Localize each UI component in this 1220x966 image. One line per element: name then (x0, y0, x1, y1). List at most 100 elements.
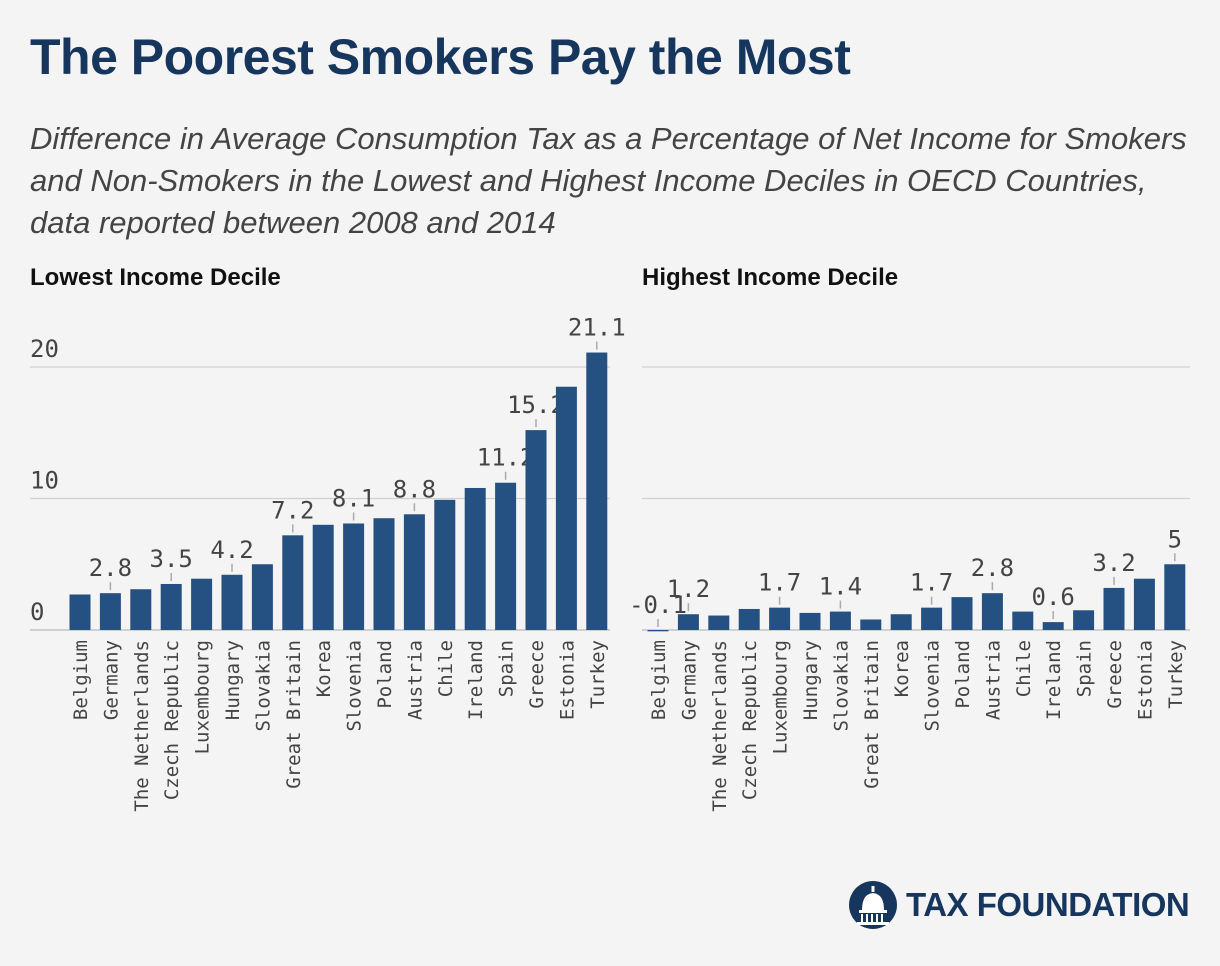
highest-bar (981, 593, 1003, 630)
lowest-category-label: Slovenia (344, 640, 366, 732)
lowest-bar (434, 499, 456, 630)
lowest-bar (555, 386, 577, 630)
highest-category-label: Great Britain (861, 640, 883, 789)
lowest-bar (251, 564, 273, 630)
capitol-dome-icon (849, 881, 897, 929)
lowest-category-label: Greece (526, 640, 548, 709)
highest-category-label: Poland (952, 640, 974, 709)
highest-bar (799, 612, 821, 630)
lowest-category-label: Luxembourg (192, 640, 214, 754)
lowest-bar (373, 518, 395, 630)
highest-bar (647, 630, 669, 632)
highest-category-label: Austria (982, 640, 1004, 720)
lowest-category-label: Ireland (465, 640, 487, 720)
lowest-bar (343, 523, 365, 630)
chart-title: The Poorest Smokers Pay the Most (30, 29, 851, 85)
lowest-category-label: Hungary (222, 640, 244, 720)
lowest-bar (130, 589, 152, 630)
highest-data-label: 1.4 (819, 573, 862, 601)
brand-name: TAX FOUNDATION (906, 886, 1190, 923)
lowest-bar (69, 594, 91, 630)
lowest-category-label: Spain (496, 640, 518, 697)
lowest-data-label: 2.8 (89, 554, 132, 582)
lowest-category-label: Turkey (587, 640, 609, 709)
highest-category-label: Luxembourg (770, 640, 792, 754)
lowest-category-label: Belgium (70, 640, 92, 720)
highest-category-label: Chile (1013, 640, 1035, 697)
highest-bar (829, 611, 851, 630)
lowest-bar (99, 593, 121, 630)
highest-category-label: Korea (891, 640, 913, 697)
lowest-data-label: 8.1 (332, 484, 375, 512)
highest-bar (951, 597, 973, 630)
lowest-data-label: 21.1 (568, 314, 626, 342)
tax-foundation-logo: TAX FOUNDATION (848, 880, 1190, 930)
lowest-bar (495, 482, 517, 630)
panel-title-lowest: Lowest Income Decile (30, 264, 281, 291)
lowest-y-tick-label: 0 (30, 598, 44, 626)
highest-bar (738, 608, 760, 630)
panel-title-highest: Highest Income Decile (642, 264, 899, 291)
lowest-category-label: Slovakia (252, 640, 274, 732)
lowest-category-label: Poland (374, 640, 396, 709)
highest-data-label: 0.6 (1032, 583, 1075, 611)
highest-bar (677, 614, 699, 630)
highest-category-label: Spain (1074, 640, 1096, 697)
highest-bar (921, 607, 943, 630)
highest-data-label: 1.7 (910, 569, 953, 597)
highest-data-label: 1.2 (667, 575, 710, 603)
lowest-bar (160, 583, 182, 630)
lowest-category-label: Czech Republic (161, 640, 183, 800)
highest-category-label: Turkey (1165, 640, 1187, 709)
highest-bar (1164, 564, 1186, 630)
chart-subtitle: Difference in Average Consumption Tax as… (30, 121, 1187, 240)
lowest-bar (312, 524, 334, 630)
highest-data-label: -0.1 (629, 591, 687, 619)
highest-bar (1012, 611, 1034, 630)
highest-bar (1042, 622, 1064, 630)
highest-category-label: The Netherlands (709, 640, 731, 812)
lowest-category-label: Korea (313, 640, 335, 697)
lowest-bar (586, 352, 608, 630)
highest-bar (890, 614, 912, 630)
highest-data-label: 3.2 (1092, 549, 1135, 577)
lowest-data-label: 3.5 (150, 545, 193, 573)
highest-data-label: 1.7 (758, 569, 801, 597)
lowest-data-label: 15.2 (507, 391, 565, 419)
lowest-category-label: Germany (100, 640, 122, 720)
highest-category-label: Germany (678, 640, 700, 720)
highest-category-label: Belgium (648, 640, 670, 720)
lowest-category-label: The Netherlands (131, 640, 153, 812)
lowest-bar (464, 487, 486, 630)
highest-category-label: Hungary (800, 640, 822, 720)
highest-category-label: Slovakia (830, 640, 852, 732)
highest-data-label: 2.8 (971, 554, 1014, 582)
highest-data-label: 5 (1168, 525, 1182, 553)
highest-bar (1073, 610, 1095, 630)
highest-bar (1133, 578, 1155, 630)
highest-bar (769, 607, 791, 630)
highest-category-label: Greece (1104, 640, 1126, 709)
lowest-data-label: 4.2 (210, 536, 253, 564)
lowest-bar (403, 514, 425, 630)
lowest-category-label: Estonia (556, 640, 578, 720)
lowest-y-tick-label: 20 (30, 335, 59, 363)
highest-bar (1103, 587, 1125, 630)
highest-category-label: Estonia (1134, 640, 1156, 720)
lowest-bar (525, 430, 547, 630)
highest-category-label: Slovenia (922, 640, 944, 732)
highest-category-label: Czech Republic (739, 640, 761, 800)
lowest-category-label: Great Britain (283, 640, 305, 789)
highest-bar (708, 615, 730, 630)
lowest-bar (221, 574, 243, 630)
charts-area: 0 10 20 Belgium Germany 2.8 The Netherlands Cze… (30, 314, 1190, 812)
lowest-category-label: Chile (435, 640, 457, 697)
lowest-data-label: 7.2 (271, 496, 314, 524)
highest-bar (860, 619, 882, 630)
lowest-data-label: 11.2 (477, 444, 535, 472)
highest-category-label: Ireland (1043, 640, 1065, 720)
lowest-category-label: Austria (404, 640, 426, 720)
lowest-bar (191, 578, 213, 630)
lowest-y-tick-label: 10 (30, 467, 59, 495)
lowest-data-label: 8.8 (393, 475, 436, 503)
